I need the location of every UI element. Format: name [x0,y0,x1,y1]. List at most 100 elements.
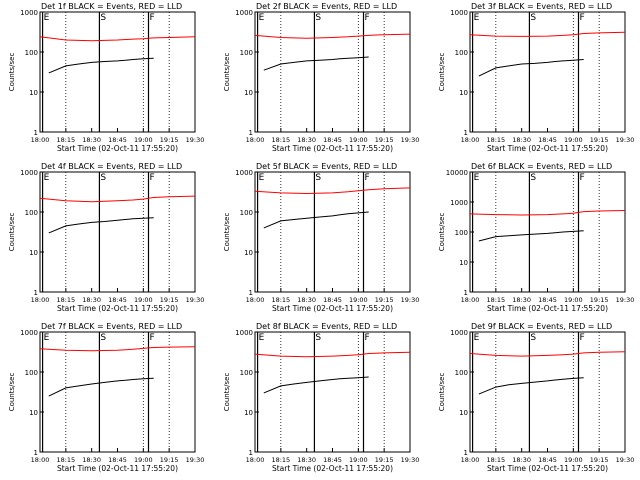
y-tick-label: 10 [459,259,468,267]
y-tick-label: 1 [464,129,468,137]
x-tick-label: 18:30 [512,296,531,304]
y-tick-label: 10 [29,249,38,257]
plot-frame [254,11,411,133]
x-tick-label: 19:15 [160,296,179,304]
x-tick-label: 19:00 [564,136,583,144]
series-line-events [263,56,369,71]
plot-frame [39,171,196,293]
x-tick-label: 18:00 [31,296,50,304]
x-tick-label: 19:30 [401,456,420,464]
series-line-events [263,211,369,229]
marker-label: E [259,333,265,343]
plot-frame [469,11,626,133]
y-tick-label: 1 [249,449,253,457]
y-tick-label: 10 [29,409,38,417]
x-tick-label: 19:00 [564,296,583,304]
marker-label: F [150,333,155,343]
series-line-events [48,57,154,74]
x-tick-label: 19:00 [349,456,368,464]
series-line-events [48,377,154,397]
x-tick-label: 19:15 [590,136,609,144]
plot-frame [254,331,411,453]
x-tick-label: 18:30 [82,296,101,304]
y-axis-label: Counts/sec [8,53,16,92]
plot-frame [469,331,626,453]
x-tick-label: 18:30 [297,296,316,304]
y-axis-label: Counts/sec [8,373,16,412]
series-line-lld [254,351,411,358]
x-tick-label: 18:30 [82,136,101,144]
x-tick-label: 18:15 [486,456,505,464]
y-tick-label: 1 [464,289,468,297]
x-tick-label: 18:45 [538,296,557,304]
y-tick-label: 1 [34,449,38,457]
x-axis-label: Start Time (02-Oct-11 17:55:20) [272,304,393,313]
x-tick-label: 18:00 [461,456,480,464]
series-line-lld [39,195,196,203]
y-axis-label: Counts/sec [223,53,231,92]
x-tick-label: 18:00 [31,136,50,144]
x-tick-label: 18:00 [246,456,265,464]
chart-panel-6: Det 6f BLACK = Events, RED = LLD 1 10 100 10… [438,162,634,313]
x-tick-label: 18:45 [323,456,342,464]
series-line-lld [39,346,196,352]
chart-title: Det 9f BLACK = Events, RED = LLD [471,322,612,331]
x-tick-label: 18:15 [56,136,75,144]
marker-label: E [44,173,50,183]
x-tick-label: 19:30 [186,296,205,304]
chart-title: Det 2f BLACK = Events, RED = LLD [256,2,397,11]
series-line-events [478,377,584,395]
series-line-events [478,59,584,77]
y-tick-label: 100 [25,49,38,57]
marker-label: S [530,173,536,183]
y-tick-label: 10 [459,409,468,417]
x-tick-label: 19:15 [160,456,179,464]
y-tick-label: 10 [29,89,38,97]
marker-label: S [100,13,106,23]
x-tick-label: 19:00 [134,136,153,144]
series-line-lld [254,33,411,39]
series-line-lld [469,351,626,357]
x-tick-label: 19:15 [375,136,394,144]
marker-label: F [365,333,370,343]
marker-label: E [474,13,480,23]
x-tick-label: 19:30 [186,456,205,464]
x-tick-label: 19:15 [375,456,394,464]
x-tick-label: 18:30 [82,456,101,464]
marker-label: S [315,13,321,23]
y-tick-label: 1000 [450,9,468,17]
x-tick-label: 18:45 [108,296,127,304]
series-line-events [48,217,154,234]
series-line-events [478,230,584,242]
marker-label: S [100,173,106,183]
x-axis-label: Start Time (02-Oct-11 17:55:20) [272,144,393,153]
x-axis-label: Start Time (02-Oct-11 17:55:20) [272,464,393,473]
x-tick-label: 18:45 [538,456,557,464]
marker-label: F [365,173,370,183]
marker-label: F [365,13,370,23]
y-axis-label: Counts/sec [438,53,446,92]
y-tick-label: 1000 [20,9,38,17]
marker-label: F [150,173,155,183]
y-tick-label: 1 [249,289,253,297]
y-axis-label: Counts/sec [438,373,446,412]
x-axis-label: Start Time (02-Oct-11 17:55:20) [487,304,608,313]
x-tick-label: 18:30 [512,136,531,144]
x-tick-label: 19:30 [401,296,420,304]
y-tick-label: 100 [455,229,468,237]
chart-panel-9: Det 9f BLACK = Events, RED = LLD 1 10 100 10… [438,322,634,473]
y-tick-label: 100 [455,369,468,377]
chart-panel-3: Det 3f BLACK = Events, RED = LLD 1 10 100 10… [438,2,634,153]
x-tick-label: 19:30 [616,456,635,464]
x-tick-label: 18:15 [271,456,290,464]
marker-label: E [44,13,50,23]
x-tick-label: 19:15 [375,296,394,304]
chart-panel-7: Det 7f BLACK = Events, RED = LLD 1 10 100 10… [8,322,204,473]
x-tick-label: 19:30 [186,136,205,144]
series-line-lld [469,210,626,216]
marker-label: S [530,13,536,23]
chart-title: Det 5f BLACK = Events, RED = LLD [256,162,397,171]
y-tick-label: 100 [25,209,38,217]
x-tick-label: 19:30 [616,296,635,304]
